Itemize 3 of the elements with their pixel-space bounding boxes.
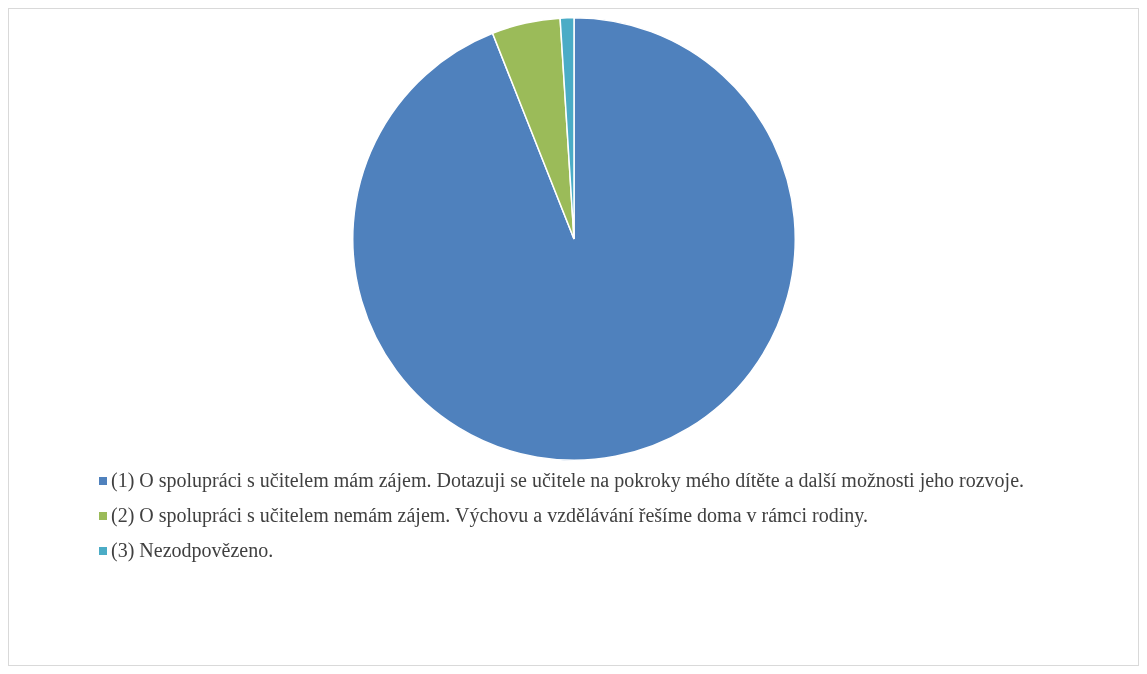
legend-label: (3) Nezodpovězeno. bbox=[111, 539, 274, 562]
legend-label: (2) O spolupráci s učitelem nemám zájem. Výchovu a vzdělávání řešíme doma v rámci rodiny. bbox=[111, 504, 868, 527]
legend-label: (1) O spolupráci s učitelem mám zájem. Dotazuji se učitele na pokroky mého dítěte a další možnosti jeho rozvoje. bbox=[111, 469, 1025, 492]
